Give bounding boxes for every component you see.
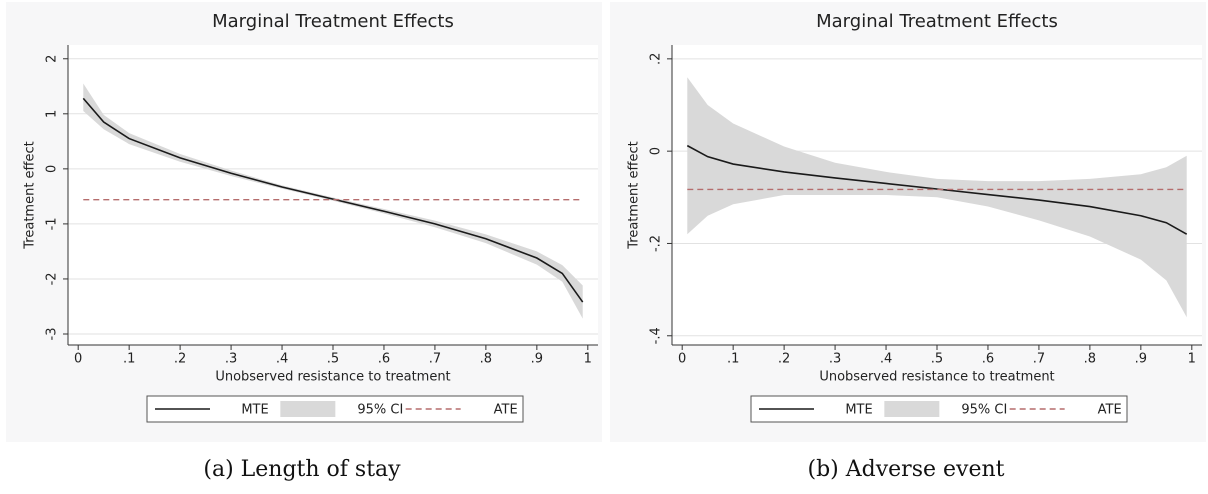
y-tick-label: -2 (45, 272, 60, 285)
x-tick-label: .7 (1033, 352, 1045, 367)
x-tick-label: 0 (74, 352, 82, 367)
legend-label: ATE (494, 403, 518, 418)
ci-band (687, 77, 1187, 318)
legend-swatch (280, 401, 336, 417)
x-tick-label: 1 (584, 352, 592, 367)
x-tick-label: 0 (678, 352, 686, 367)
y-tick-label: -3 (45, 328, 60, 341)
x-tick-label: .3 (829, 352, 841, 367)
x-tick-label: .6 (982, 352, 994, 367)
x-tick-label: .9 (531, 352, 543, 367)
x-tick-label: .5 (931, 352, 943, 367)
x-tick-label: .9 (1135, 352, 1147, 367)
legend-label: 95% CI (961, 403, 1007, 418)
x-tick-label: .6 (378, 352, 390, 367)
y-tick-label: -.4 (649, 327, 664, 344)
y-axis-label: Treatment effect (23, 141, 38, 249)
x-tick-label: .4 (880, 352, 892, 367)
y-tick-label: 0 (45, 165, 60, 173)
y-tick-label: -.2 (649, 235, 664, 252)
y-tick-label: -1 (45, 217, 60, 230)
y-tick-label: 1 (45, 110, 60, 118)
x-axis-label: Unobserved resistance to treatment (215, 370, 450, 385)
legend-label: MTE (845, 403, 872, 418)
y-tick-label: 2 (45, 55, 60, 63)
plot-area (68, 45, 598, 345)
x-axis-label: Unobserved resistance to treatment (819, 370, 1054, 385)
x-tick-label: .2 (778, 352, 790, 367)
y-tick-label: 0 (649, 147, 664, 155)
chart-title: Marginal Treatment Effects (816, 11, 1058, 32)
x-tick-label: .7 (429, 352, 441, 367)
legend-label: 95% CI (357, 403, 403, 418)
x-tick-label: .8 (480, 352, 492, 367)
legend-label: MTE (241, 403, 268, 418)
caption: (b) Adverse event (808, 457, 1005, 482)
x-tick-label: .5 (327, 352, 339, 367)
mte-line (82, 97, 584, 303)
x-tick-label: .1 (123, 352, 135, 367)
chart-title: Marginal Treatment Effects (212, 11, 454, 32)
x-tick-label: .1 (727, 352, 739, 367)
caption: (a) Length of stay (203, 457, 401, 482)
x-tick-label: .4 (276, 352, 288, 367)
y-tick-label: .2 (649, 53, 664, 65)
x-tick-label: 1 (1188, 352, 1196, 367)
legend-swatch (884, 401, 940, 417)
y-axis-label: Treatment effect (627, 141, 642, 249)
mte-line (686, 144, 1188, 235)
x-tick-label: .3 (225, 352, 237, 367)
x-tick-label: .8 (1084, 352, 1096, 367)
legend-label: ATE (1098, 403, 1122, 418)
x-tick-label: .2 (174, 352, 186, 367)
